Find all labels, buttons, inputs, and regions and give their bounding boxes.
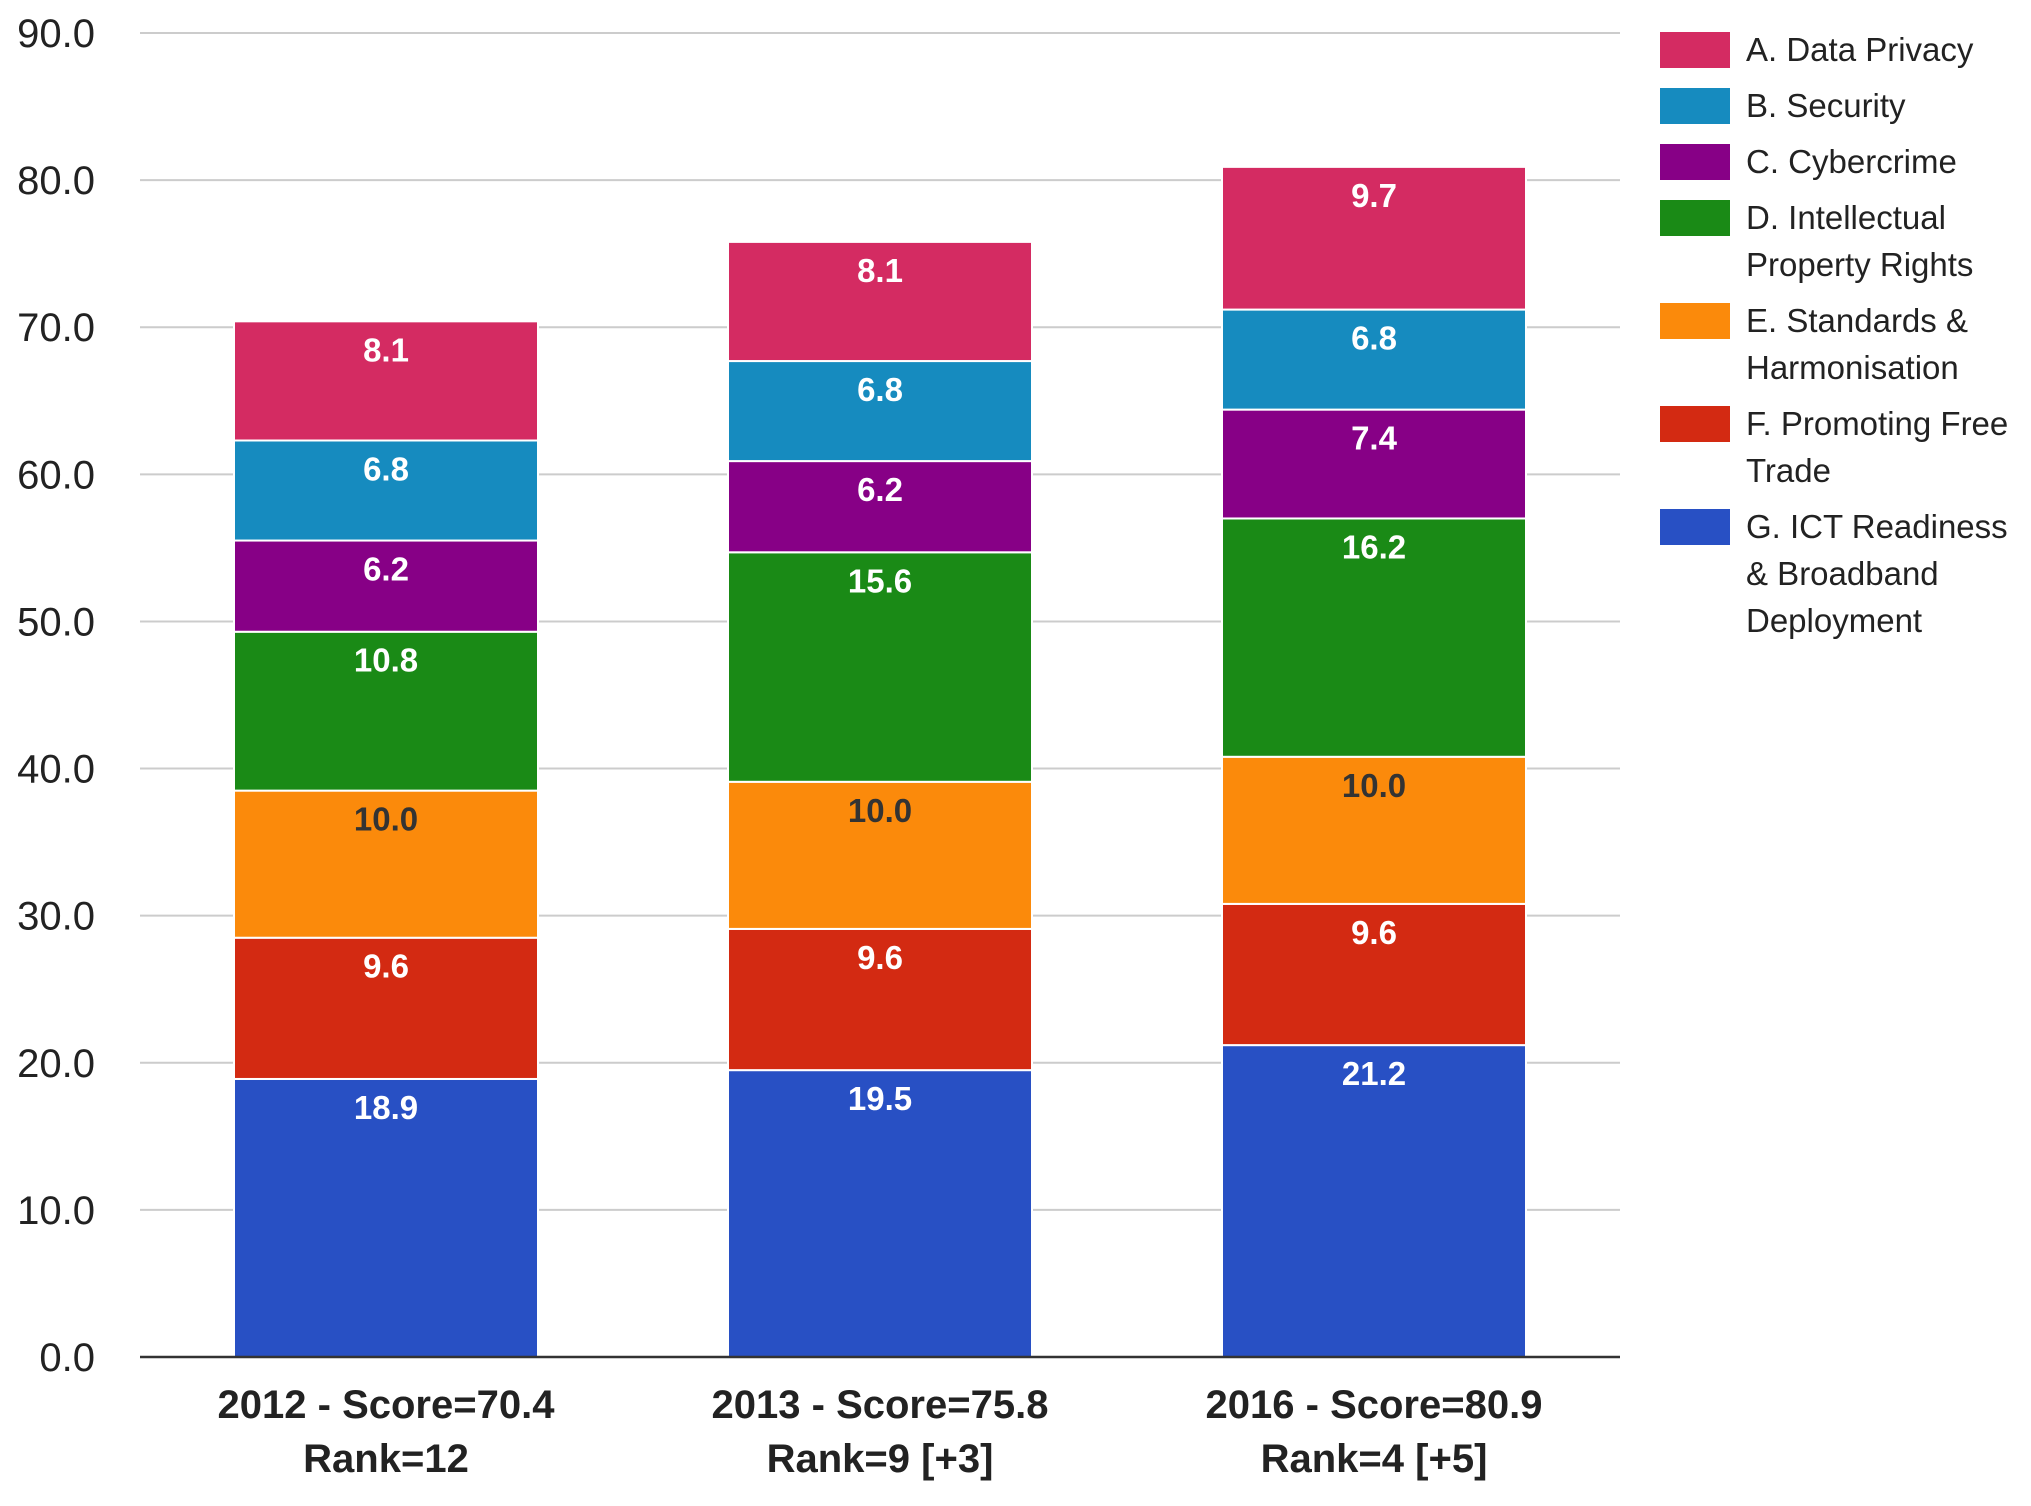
bar-segment xyxy=(233,936,539,1080)
bar-segment xyxy=(1221,408,1527,520)
data-label: 9.7 xyxy=(1351,177,1397,214)
data-label: 7.4 xyxy=(1351,420,1398,457)
data-label: 9.6 xyxy=(363,948,409,985)
data-label: 10.0 xyxy=(354,801,418,838)
bar-segment xyxy=(1221,1044,1527,1358)
legend-label: A. Data Privacy xyxy=(1746,31,1974,68)
data-label: 8.1 xyxy=(857,252,903,289)
legend-label: C. Cybercrime xyxy=(1746,143,1957,180)
bar-segment xyxy=(233,439,539,542)
legend-label: B. Security xyxy=(1746,87,1906,124)
bar-segment xyxy=(233,539,539,633)
y-tick-label: 80.0 xyxy=(17,159,95,203)
data-label: 10.0 xyxy=(848,792,912,829)
legend: A. Data Privacy B. Security C. Cybercrime D… xyxy=(1660,31,2008,639)
bar-segment xyxy=(1221,902,1527,1047)
y-tick-label: 50.0 xyxy=(17,600,95,644)
legend-label: Deployment xyxy=(1746,602,1922,639)
bar-segment xyxy=(233,1077,539,1358)
data-label: 6.2 xyxy=(363,551,409,588)
data-label: 19.5 xyxy=(848,1080,912,1117)
x-category-label: Rank=4 [+5] xyxy=(1261,1437,1488,1481)
data-label: 6.2 xyxy=(857,471,903,508)
x-category-label: 2016 - Score=80.9 xyxy=(1206,1383,1543,1427)
y-tick-label: 20.0 xyxy=(17,1042,95,1086)
y-tick-label: 60.0 xyxy=(17,453,95,497)
legend-label: D. Intellectual xyxy=(1746,199,1946,236)
y-tick-label: 30.0 xyxy=(17,895,95,939)
data-label: 21.2 xyxy=(1342,1055,1406,1092)
legend-swatch xyxy=(1660,406,1730,442)
legend-label: E. Standards & xyxy=(1746,302,1968,339)
bar-segment xyxy=(1221,165,1527,311)
x-category-label: 2012 - Score=70.4 xyxy=(218,1383,556,1427)
bar-segment xyxy=(1221,308,1527,411)
bars xyxy=(233,165,1527,1358)
y-axis-ticks: 0.0 10.0 20.0 30.0 40.0 50.0 60.0 70.0 80.0 90.0 xyxy=(17,12,95,1380)
data-label: 6.8 xyxy=(363,450,409,487)
bar-segment xyxy=(1221,517,1527,758)
legend-label: Trade xyxy=(1746,452,1831,489)
bar-segment xyxy=(727,240,1033,363)
x-category-label: Rank=9 [+3] xyxy=(767,1437,994,1481)
legend-swatch xyxy=(1660,144,1730,180)
data-label: 6.8 xyxy=(857,371,903,408)
bar-segment xyxy=(1221,755,1527,905)
y-tick-label: 0.0 xyxy=(39,1336,95,1380)
data-label: 6.8 xyxy=(1351,320,1397,357)
bar-segment xyxy=(727,460,1033,554)
data-label: 9.6 xyxy=(857,939,903,976)
bar-segment xyxy=(233,789,539,939)
legend-swatch xyxy=(1660,32,1730,68)
bar-segment xyxy=(727,780,1033,930)
data-label: 9.6 xyxy=(1351,914,1397,951)
y-tick-label: 90.0 xyxy=(17,12,95,56)
data-label: 18.9 xyxy=(354,1089,418,1126)
data-label: 16.2 xyxy=(1342,528,1406,565)
bar-segment xyxy=(727,927,1033,1072)
data-label: 8.1 xyxy=(363,331,409,368)
legend-label: Property Rights xyxy=(1746,246,1973,283)
data-label: 10.0 xyxy=(1342,767,1406,804)
legend-label: Harmonisation xyxy=(1746,349,1959,386)
bar-segment xyxy=(727,360,1033,463)
y-tick-label: 40.0 xyxy=(17,748,95,792)
data-labels: 18.9 9.6 10.0 10.8 6.2 6.8 8.1 19.5 9.6 10.0 15.6 6… xyxy=(354,177,1406,1126)
legend-label: & Broadband xyxy=(1746,555,1939,592)
bar-segment xyxy=(233,630,539,792)
x-category-label: Rank=12 xyxy=(303,1437,469,1481)
bar-segment xyxy=(727,1069,1033,1358)
legend-swatch xyxy=(1660,509,1730,545)
legend-label: G. ICT Readiness xyxy=(1746,508,2008,545)
x-category-label: 2013 - Score=75.8 xyxy=(712,1383,1049,1427)
x-axis-categories: 2012 - Score=70.4 Rank=12 2013 - Score=75.… xyxy=(218,1383,1543,1481)
legend-swatch xyxy=(1660,88,1730,124)
legend-swatch xyxy=(1660,303,1730,339)
data-label: 10.8 xyxy=(354,642,418,679)
legend-label: F. Promoting Free xyxy=(1746,405,2008,442)
bar-segment xyxy=(233,320,539,442)
data-label: 15.6 xyxy=(848,562,912,599)
legend-swatch xyxy=(1660,200,1730,236)
y-tick-label: 10.0 xyxy=(17,1189,95,1233)
y-tick-label: 70.0 xyxy=(17,306,95,350)
